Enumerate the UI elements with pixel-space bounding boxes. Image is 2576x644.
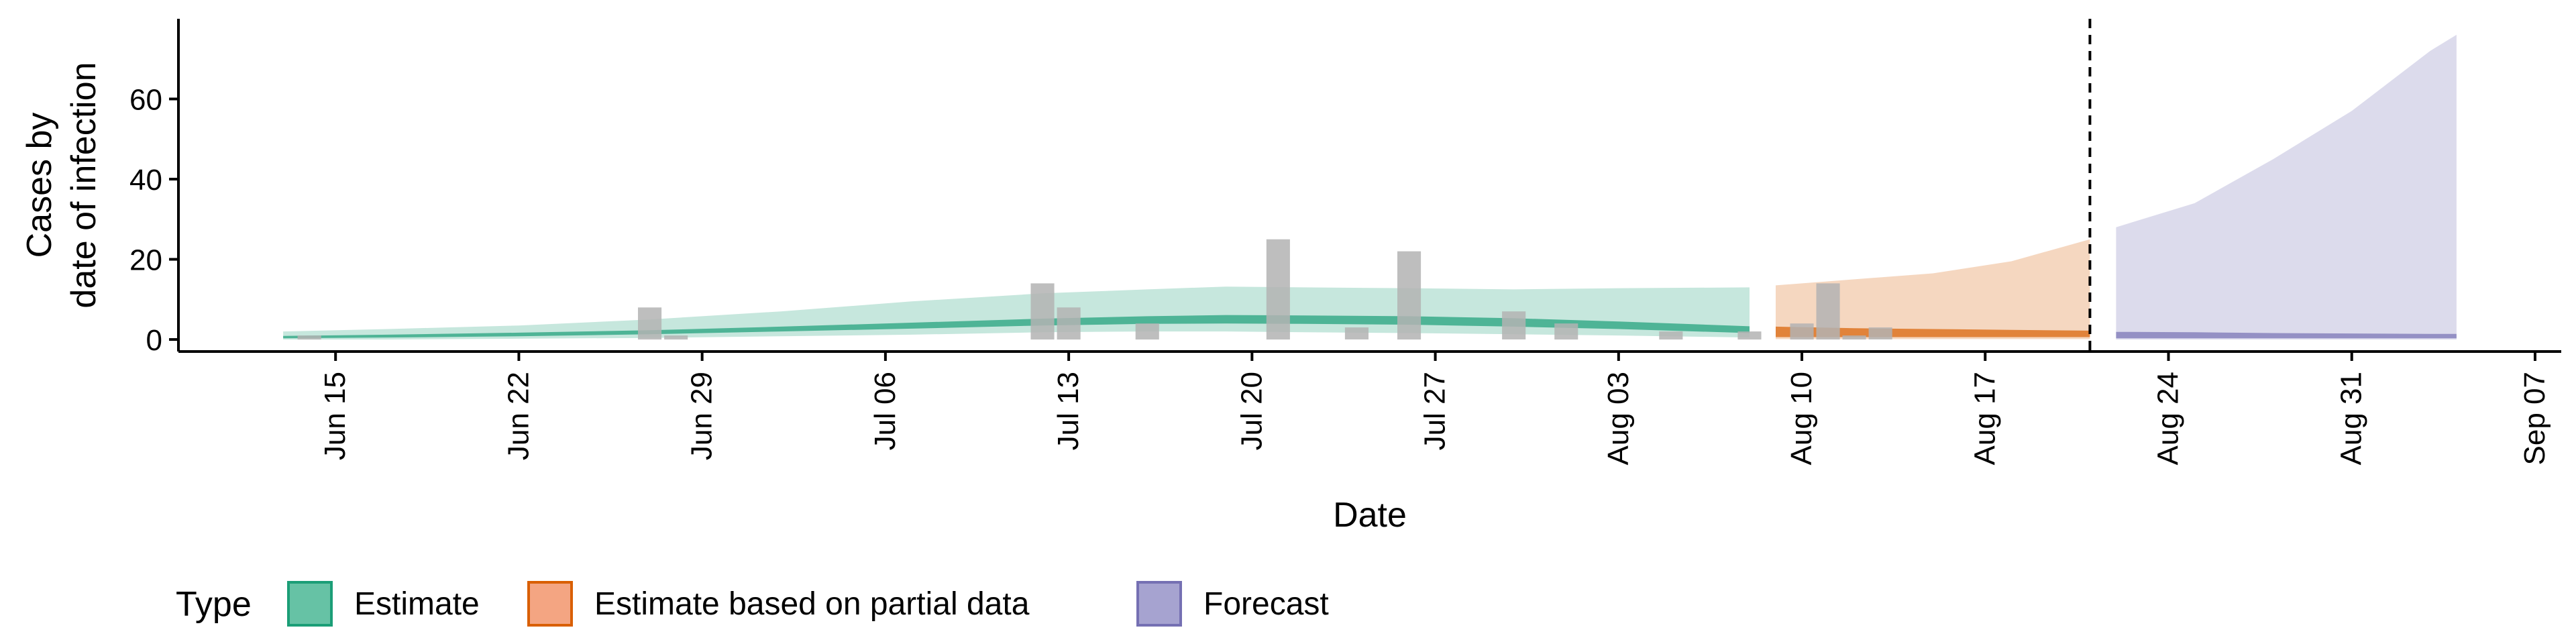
estimate-outer-band <box>283 286 1750 340</box>
y-tick-label: 40 <box>129 164 162 197</box>
y-tick-label: 0 <box>146 324 162 357</box>
case-bar <box>664 335 688 340</box>
legend-label-forecast: Forecast <box>1203 586 1329 622</box>
legend-label-estimate: Estimate <box>354 586 480 622</box>
x-tick-label: Jul 20 <box>1235 372 1268 450</box>
legend-swatch-estimate-based-on-partial-data <box>527 581 573 627</box>
y-axis-label-line: Cases by <box>20 113 59 258</box>
plot-bands <box>283 34 2457 340</box>
case-bar <box>1135 323 1159 340</box>
case-bar <box>1030 283 1055 340</box>
case-bar <box>1659 331 1683 340</box>
x-tick-label: Aug 17 <box>1968 372 2001 465</box>
estimate-based-on-partial-data-outer-band <box>1776 239 2090 339</box>
case-bar <box>638 307 662 340</box>
x-tick-label: Aug 03 <box>1602 372 1635 465</box>
x-tick-label: Aug 24 <box>2152 372 2185 465</box>
case-bar <box>1344 327 1368 339</box>
case-bar <box>1502 311 1526 339</box>
legend-title: Type <box>176 585 252 624</box>
legend-swatch-estimate <box>287 581 333 627</box>
axes: 0 20 40 60 Jun 15 Jun 22 Jun 29 Jul 06 Jul 13 Jul… <box>129 19 2561 465</box>
legend-swatch-forecast <box>1136 581 1182 627</box>
x-tick-label: Jul 06 <box>869 372 902 450</box>
x-tick-label: Jul 27 <box>1419 372 1452 450</box>
x-tick-label: Jun 15 <box>319 372 352 460</box>
case-bar <box>1397 251 1421 340</box>
x-tick-label: Jul 13 <box>1052 372 1085 450</box>
x-tick-label: Aug 10 <box>1785 372 1818 465</box>
case-bar <box>297 335 321 340</box>
y-tick-label: 60 <box>129 84 162 117</box>
x-axis-label: Date <box>1333 496 1407 535</box>
x-tick-label: Aug 31 <box>2335 372 2368 465</box>
case-bar <box>1868 327 1892 339</box>
x-tick-label: Jun 29 <box>686 372 718 460</box>
x-tick-label: Jun 22 <box>502 372 535 460</box>
x-tick-label: Sep 07 <box>2518 372 2551 465</box>
y-tick-label: 20 <box>129 244 162 277</box>
y-axis-label: Cases by date of infection <box>20 62 103 308</box>
case-bar <box>1816 283 1840 340</box>
forecast-inner-band <box>2116 331 2457 339</box>
case-bar <box>1057 307 1081 340</box>
y-axis-label-line: date of infection <box>64 62 103 308</box>
forecast-outer-band <box>2116 34 2457 340</box>
case-bar <box>1266 239 1290 340</box>
estimate-based-on-partial-data-inner-band <box>1776 326 2090 337</box>
legend-label-estimate-based-on-partial-data: Estimate based on partial data <box>594 586 1030 622</box>
case-bar <box>1790 323 1814 340</box>
case-bar <box>1842 335 1866 340</box>
legend: Type Estimate Estimate based on partial da… <box>176 581 1329 627</box>
case-bar <box>1737 331 1762 340</box>
observed-case-bars <box>297 239 1892 340</box>
case-bar <box>1554 323 1578 340</box>
